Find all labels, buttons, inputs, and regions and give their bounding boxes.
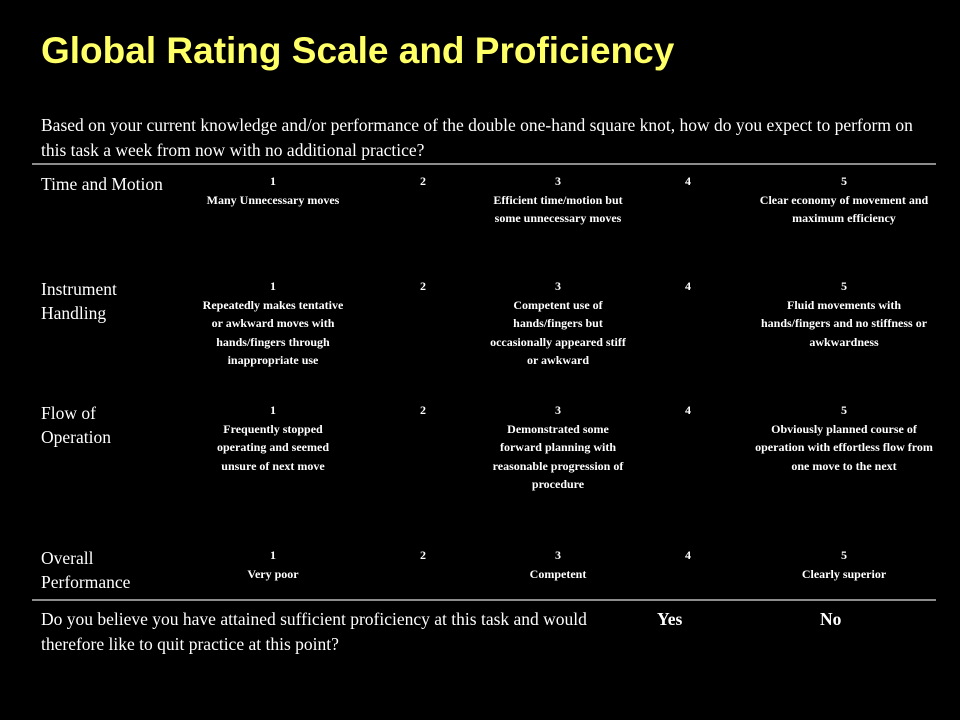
- row-label: Time and Motion: [41, 174, 163, 194]
- scale-number: 1: [270, 403, 276, 417]
- scale-option-1[interactable]: 1 Many Unnecessary moves: [198, 172, 348, 209]
- scale-description: Demonstrated some forward planning with …: [492, 421, 624, 492]
- scale-number: 5: [841, 279, 847, 293]
- scale-number: 1: [270, 174, 276, 188]
- scale-number: 1: [270, 279, 276, 293]
- page-title: Global Rating Scale and Proficiency: [41, 30, 675, 71]
- question-text: Based on your current knowledge and/or p…: [41, 115, 913, 160]
- scale-description: Repeatedly makes tentative or awkward mo…: [202, 297, 344, 368]
- divider-bottom: [32, 599, 936, 601]
- scale-description: Efficient time/motion but some unnecessa…: [493, 192, 623, 226]
- scale-description: Frequently stopped operating and seemed …: [217, 421, 329, 473]
- scale-option-5[interactable]: 5 Obviously planned course of operation …: [755, 401, 933, 475]
- scale-description: Clearly superior: [801, 566, 887, 581]
- scale-option-4[interactable]: 4: [668, 172, 708, 191]
- scale-number: 5: [841, 174, 847, 188]
- scale-option-2[interactable]: 2: [403, 172, 443, 191]
- scale-description: Many Unnecessary moves: [206, 192, 340, 207]
- scale-number: 2: [420, 403, 426, 417]
- scale-option-3[interactable]: 3 Competent: [488, 546, 628, 583]
- scale-option-3[interactable]: 3 Demonstrated some forward planning wit…: [488, 401, 628, 494]
- scale-description: Fluid movements with hands/fingers and n…: [760, 297, 928, 349]
- scale-option-2[interactable]: 2: [403, 277, 443, 296]
- scale-option-4[interactable]: 4: [668, 277, 708, 296]
- scale-description: Competent: [529, 566, 587, 581]
- scale-number: 1: [270, 548, 276, 562]
- scale-option-1[interactable]: 1 Frequently stopped operating and seeme…: [198, 401, 348, 475]
- scale-number: 4: [685, 548, 691, 562]
- row-label: Flow of Operation: [41, 403, 111, 447]
- scale-option-1[interactable]: 1 Very poor: [198, 546, 348, 583]
- scale-number: 2: [420, 174, 426, 188]
- scale-option-5[interactable]: 5 Clear economy of movement and maximum …: [755, 172, 933, 228]
- scale-option-5[interactable]: 5 Clearly superior: [755, 546, 933, 583]
- scale-option-4[interactable]: 4: [668, 401, 708, 420]
- scale-number: 3: [555, 403, 561, 417]
- yes-option[interactable]: Yes: [657, 609, 683, 629]
- scale-number: 2: [420, 548, 426, 562]
- scale-number: 2: [420, 279, 426, 293]
- scale-description: Very poor: [247, 566, 299, 581]
- scale-number: 3: [555, 279, 561, 293]
- scale-description: Competent use of hands/fingers but occas…: [490, 297, 626, 368]
- scale-option-1[interactable]: 1 Repeatedly makes tentative or awkward …: [198, 277, 348, 370]
- scale-option-4[interactable]: 4: [668, 546, 708, 565]
- scale-number: 3: [555, 548, 561, 562]
- proficiency-question: Do you believe you have attained suffici…: [41, 609, 587, 654]
- scale-number: 3: [555, 174, 561, 188]
- scale-option-3[interactable]: 3 Efficient time/motion but some unneces…: [488, 172, 628, 228]
- scale-number: 4: [685, 174, 691, 188]
- no-option[interactable]: No: [820, 609, 842, 629]
- scale-option-2[interactable]: 2: [403, 401, 443, 420]
- scale-number: 4: [685, 403, 691, 417]
- scale-number: 4: [685, 279, 691, 293]
- scale-number: 5: [841, 548, 847, 562]
- scale-description: Clear economy of movement and maximum ef…: [759, 192, 929, 226]
- divider-top: [32, 163, 936, 165]
- row-label: Instrument Handling: [41, 279, 117, 323]
- scale-description: Obviously planned course of operation wi…: [755, 421, 933, 473]
- row-label: Overall Performance: [41, 548, 131, 592]
- scale-option-5[interactable]: 5 Fluid movements with hands/fingers and…: [755, 277, 933, 351]
- scale-number: 5: [841, 403, 847, 417]
- scale-option-3[interactable]: 3 Competent use of hands/fingers but occ…: [488, 277, 628, 370]
- scale-option-2[interactable]: 2: [403, 546, 443, 565]
